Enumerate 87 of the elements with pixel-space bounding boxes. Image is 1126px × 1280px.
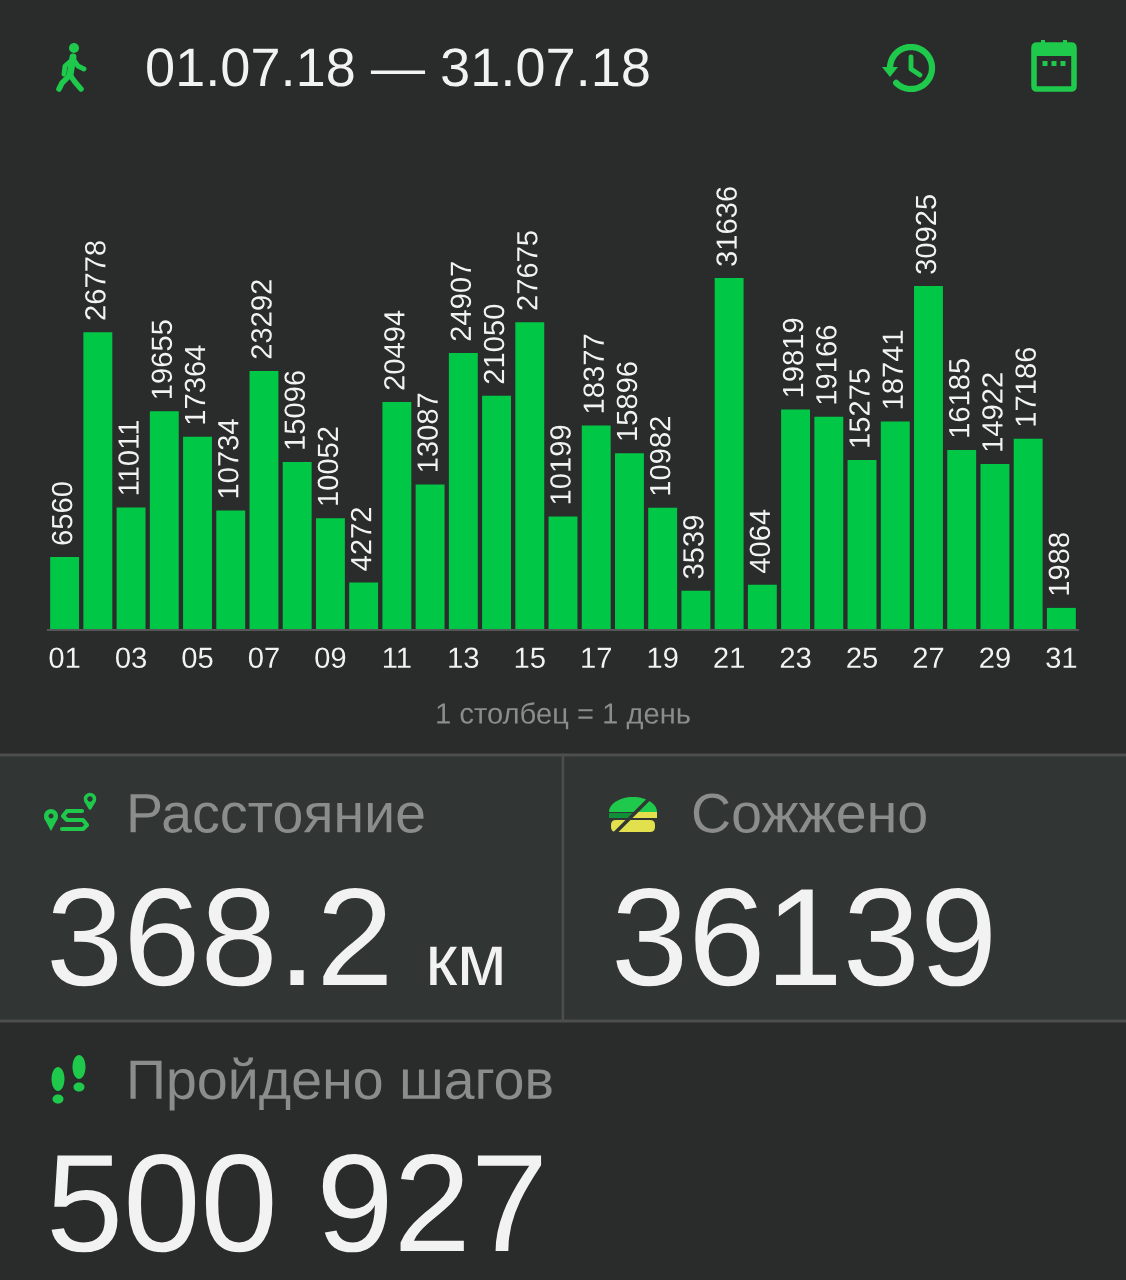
bar — [382, 402, 412, 630]
data-label: 19819 — [782, 318, 804, 397]
data-label: 3539 — [683, 516, 704, 579]
x-tick-label: 19 — [648, 647, 678, 669]
bar — [615, 453, 644, 630]
data-label: 26778 — [85, 241, 106, 320]
bar — [50, 557, 80, 630]
bar — [183, 436, 212, 630]
data-label: 14922 — [982, 373, 1003, 451]
x-tick-label: 29 — [980, 647, 1010, 669]
data-label: 31636 — [716, 187, 737, 266]
data-label: 15896 — [616, 362, 638, 440]
bar — [648, 507, 678, 630]
data-label: 10199 — [550, 425, 571, 504]
x-tick-label: 05 — [182, 647, 213, 669]
data-label: 23292 — [251, 280, 272, 359]
data-label: 17186 — [1015, 347, 1036, 426]
x-tick-label: 31 — [1046, 647, 1077, 669]
bar — [349, 582, 379, 630]
data-label: 18377 — [583, 334, 605, 413]
data-label: 17364 — [184, 345, 206, 424]
text: км — [430, 946, 502, 985]
bar — [814, 416, 844, 630]
text: 500 927 — [51, 1154, 542, 1253]
bar — [216, 510, 246, 630]
x-tick-label: 15 — [515, 647, 545, 669]
data-label: 18741 — [882, 330, 904, 409]
data-label: 30925 — [915, 195, 937, 274]
x-tick-label: 01 — [49, 647, 80, 669]
text: Расстояние — [130, 794, 424, 833]
bar — [282, 462, 312, 630]
x-tick-label: 03 — [115, 647, 147, 669]
bar — [747, 584, 777, 630]
bar — [947, 449, 977, 630]
bar — [914, 286, 943, 630]
data-label: 10052 — [317, 427, 339, 505]
text: 36139 — [616, 888, 991, 987]
bar — [448, 352, 478, 630]
data-label: 10982 — [649, 417, 671, 495]
bar — [880, 421, 910, 630]
x-tick-label: 11 — [383, 647, 411, 668]
x-tick-label: 13 — [449, 647, 479, 669]
bar — [1046, 607, 1076, 630]
data-label: 15275 — [849, 369, 870, 447]
bar — [681, 590, 711, 630]
chart-title: 01.07.18 — 31.07.18 — [147, 48, 649, 87]
bar — [515, 322, 545, 630]
text: Пройдено шагов — [130, 1057, 552, 1111]
data-label: 15096 — [284, 371, 306, 449]
x-tick-label: 09 — [315, 647, 346, 669]
x-tick-label: 25 — [847, 647, 878, 669]
data-label: 10734 — [217, 419, 239, 498]
bar — [847, 460, 877, 630]
bar — [781, 409, 811, 630]
bar — [249, 370, 279, 630]
data-label: 1988 — [1048, 533, 1070, 595]
data-label: 16185 — [948, 358, 970, 437]
bar — [149, 411, 179, 630]
bar — [1013, 438, 1043, 630]
data-label: 11011 — [118, 421, 139, 495]
x-tick-label: 23 — [780, 647, 811, 669]
data-label: 21050 — [483, 304, 505, 384]
text: Сожжено — [693, 793, 926, 833]
data-label: 4064 — [749, 509, 771, 574]
bar — [714, 278, 744, 630]
data-label: 24907 — [450, 262, 472, 341]
x-tick-label: 21 — [714, 647, 744, 668]
bar — [482, 395, 511, 630]
bar — [980, 464, 1010, 630]
data-label: 19655 — [151, 320, 173, 399]
data-label: 27675 — [516, 231, 538, 310]
data-label: 20494 — [384, 310, 405, 390]
bar — [548, 516, 578, 630]
text: 1 столбец = 1 день — [437, 702, 690, 730]
text: 368.2 — [51, 888, 387, 987]
data-label: 13087 — [417, 393, 438, 472]
bar — [415, 484, 445, 630]
bar — [83, 332, 113, 630]
bar — [315, 518, 345, 630]
data-label: 6560 — [51, 482, 73, 545]
bar — [116, 507, 146, 630]
x-tick-label: 17 — [582, 647, 611, 668]
x-tick-label: 07 — [248, 647, 279, 669]
data-label: 19166 — [815, 325, 837, 404]
bar — [581, 425, 611, 630]
data-label: 4272 — [350, 507, 372, 571]
x-tick-label: 27 — [913, 647, 944, 668]
